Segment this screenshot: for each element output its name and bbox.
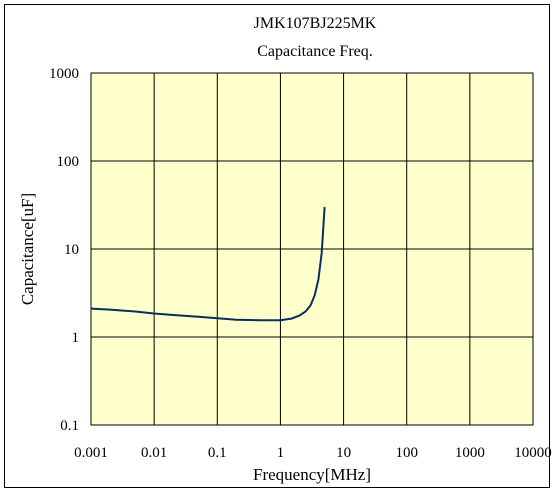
y-tick-label: 0.1	[60, 418, 79, 434]
y-tick-label: 1	[72, 330, 80, 346]
y-tick-label: 100	[57, 154, 80, 170]
x-tick-label: 10000	[514, 445, 552, 461]
chart-title: JMK107BJ225MK	[254, 15, 377, 32]
series-group	[90, 206, 326, 322]
x-tick-label: 10	[336, 445, 351, 461]
x-tick-label: 1000	[455, 445, 485, 461]
y-tick-label: 1000	[49, 66, 79, 82]
y-tick-label: 10	[64, 242, 79, 258]
y-tick-labels: 0.1 1 10 100 1000	[49, 66, 79, 434]
chart-subtitle: Capacitance Freq.	[257, 43, 373, 60]
x-tick-label: 1	[277, 445, 285, 461]
x-tick-label: 100	[395, 445, 418, 461]
x-tick-labels: 0.001 0.01 0.1 1 10 100 1000 10000	[74, 445, 552, 461]
capacitance-line	[90, 206, 326, 322]
x-tick-label: 0.001	[74, 445, 108, 461]
x-axis-label: Frequency[MHz]	[253, 465, 371, 484]
x-tick-label: 0.1	[208, 445, 227, 461]
y-axis-label: Capacitance[uF]	[18, 193, 37, 305]
x-tick-label: 0.01	[141, 445, 167, 461]
grid-lines	[91, 73, 533, 425]
